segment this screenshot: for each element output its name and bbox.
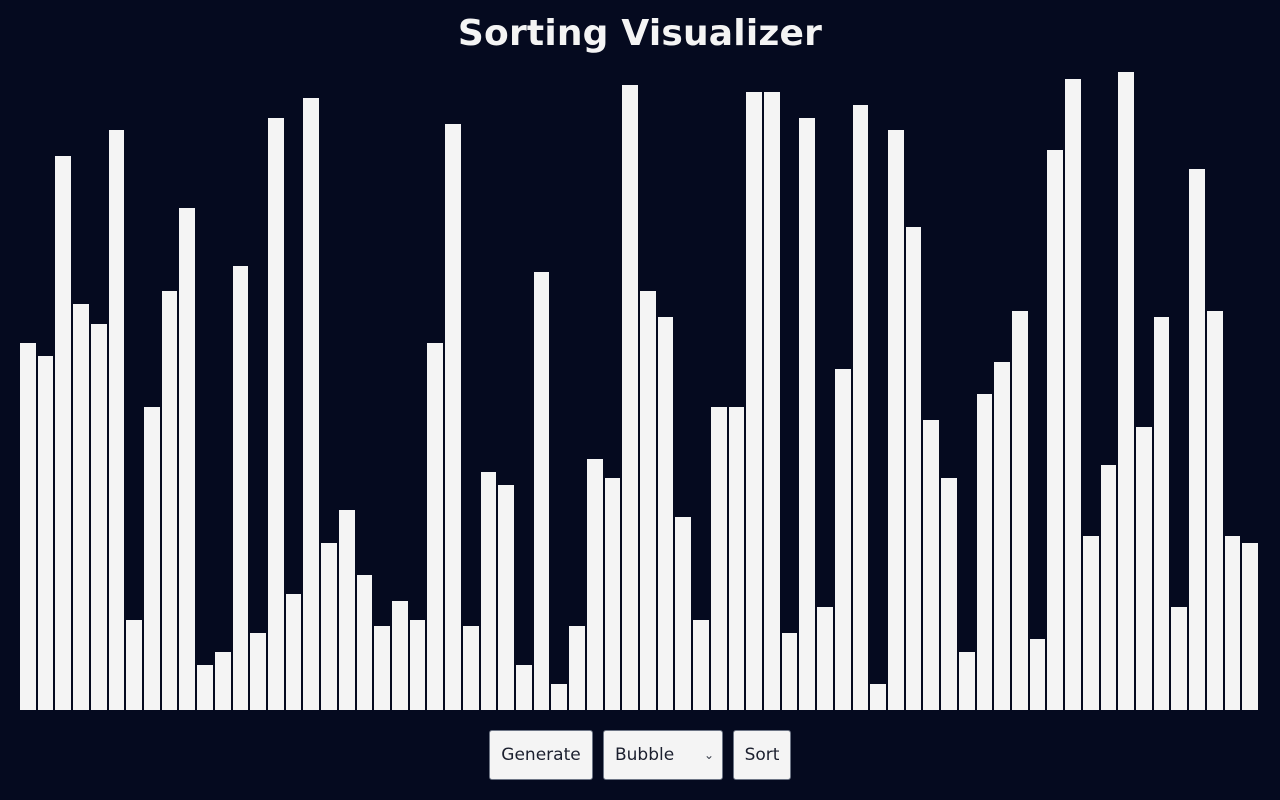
sort-button[interactable]: Sort <box>733 730 791 780</box>
array-bar <box>1206 310 1223 710</box>
array-bar <box>232 265 249 710</box>
array-bar <box>941 478 957 710</box>
array-bar <box>90 323 107 710</box>
array-bar <box>1136 426 1152 710</box>
array-bar <box>976 394 993 710</box>
array-bar <box>445 123 461 710</box>
array-bar <box>392 600 408 710</box>
array-bar <box>710 407 727 710</box>
array-bar <box>126 619 142 710</box>
array-bar <box>338 510 355 710</box>
array-bar <box>1153 317 1170 710</box>
array-bar <box>604 478 621 710</box>
array-bar <box>427 342 444 710</box>
array-bar <box>728 407 745 710</box>
array-bar <box>622 85 638 710</box>
control-bar: Generate Bubble ⌄ Sort <box>0 730 1280 780</box>
array-bar <box>746 91 762 710</box>
array-bar <box>1118 72 1134 710</box>
array-bar <box>214 652 231 710</box>
array-bar <box>108 130 125 710</box>
array-bar <box>73 304 89 710</box>
array-bar <box>55 156 72 710</box>
array-bar <box>657 317 674 710</box>
array-bar <box>923 420 940 710</box>
array-bar <box>250 632 266 710</box>
array-bar <box>409 619 426 710</box>
array-bar <box>1029 639 1046 710</box>
array-bar <box>480 471 497 710</box>
array-bar <box>303 98 320 710</box>
array-bar <box>356 574 373 710</box>
array-bar <box>586 458 603 710</box>
array-bar <box>285 594 302 710</box>
array-bar <box>179 207 196 710</box>
array-bar <box>516 664 532 710</box>
array-bar <box>197 664 213 710</box>
array-bar <box>958 652 975 710</box>
array-bar <box>161 291 178 710</box>
array-bar <box>498 484 514 710</box>
array-bar <box>852 104 869 710</box>
array-bar <box>888 130 904 710</box>
array-bar <box>675 516 692 710</box>
array-bar <box>533 272 550 710</box>
array-bar <box>268 117 284 710</box>
array-bar <box>144 407 160 710</box>
array-bar <box>905 227 922 710</box>
algorithm-select-value: Bubble <box>615 745 675 765</box>
array-bar <box>1047 149 1064 710</box>
array-bar <box>374 626 390 710</box>
array-bar <box>1100 465 1117 710</box>
array-bar <box>817 606 833 710</box>
array-bar <box>1242 542 1258 710</box>
bar-array <box>20 66 1260 710</box>
array-bar <box>1012 310 1028 710</box>
array-bar <box>551 684 568 710</box>
array-bar <box>640 291 656 710</box>
array-bar <box>1082 536 1099 710</box>
array-bar <box>994 362 1010 710</box>
array-bar <box>1189 169 1205 710</box>
page-title: Sorting Visualizer <box>457 13 823 54</box>
array-bar <box>321 542 337 710</box>
array-bar <box>693 619 709 710</box>
array-bar <box>569 626 585 710</box>
array-bar <box>1224 536 1241 710</box>
algorithm-select[interactable]: Bubble ⌄ <box>603 730 723 780</box>
generate-button[interactable]: Generate <box>489 730 593 780</box>
array-bar <box>1065 78 1081 710</box>
array-bar <box>799 117 816 710</box>
array-bar <box>834 368 851 710</box>
chevron-down-icon: ⌄ <box>703 748 714 762</box>
array-bar <box>462 626 479 710</box>
array-bar <box>1171 606 1188 710</box>
array-bar <box>764 91 780 710</box>
array-bar <box>870 684 886 710</box>
array-bar <box>20 342 36 710</box>
array-bar <box>781 632 798 710</box>
array-bar <box>37 355 54 710</box>
